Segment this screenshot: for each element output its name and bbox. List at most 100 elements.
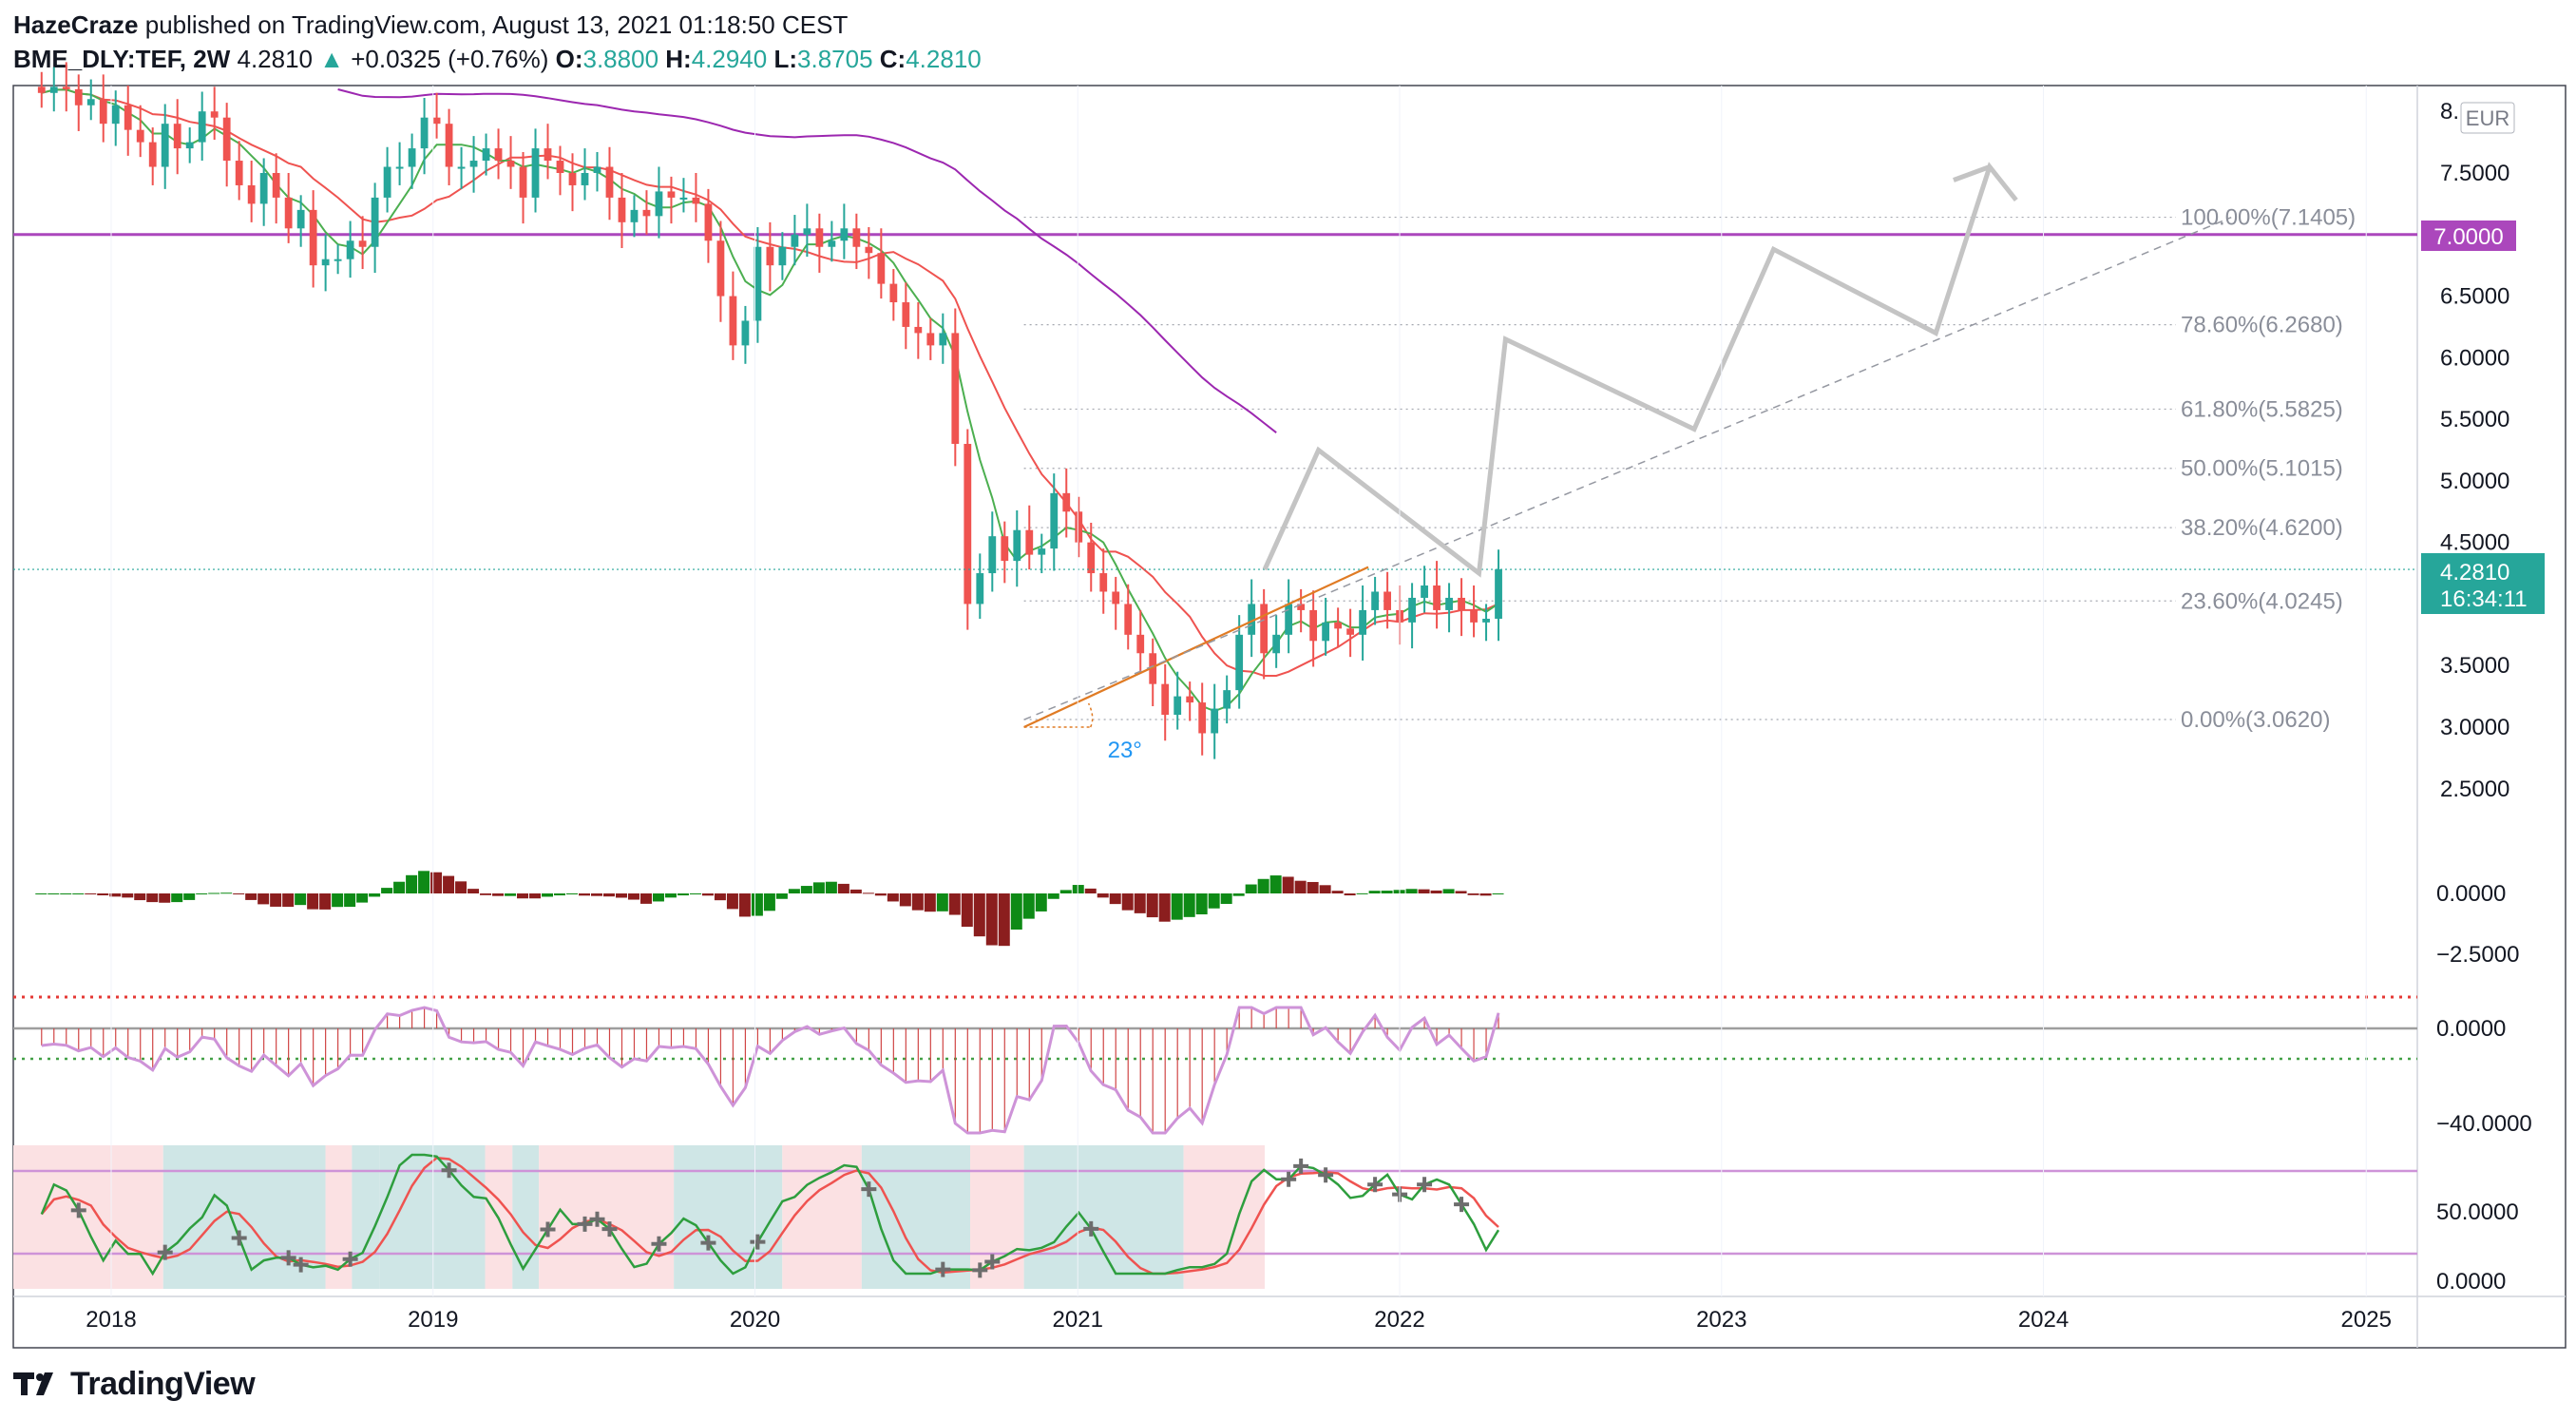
macd-bar — [590, 893, 602, 896]
time-axis[interactable]: 2018 2019 2020 2021 2022 2023 2024 2025 — [86, 86, 2392, 1333]
current-price-badge[interactable]: 4.2810 16:34:11 — [2421, 553, 2545, 614]
macd-bar — [270, 893, 282, 907]
macd-bar — [677, 893, 689, 896]
angle-label: 23° — [1108, 738, 1142, 763]
candle — [259, 158, 268, 226]
macd-bar — [369, 893, 381, 897]
candle — [1161, 663, 1170, 741]
candle — [1346, 608, 1355, 658]
macd-bar — [936, 893, 948, 911]
macd-bar — [122, 893, 134, 898]
time-tick-label: 2018 — [86, 1307, 136, 1333]
macd-bar — [1294, 880, 1307, 893]
projection-path[interactable] — [1262, 162, 2018, 578]
candle — [309, 190, 317, 288]
candle — [1075, 496, 1083, 558]
macd-bar — [48, 893, 60, 894]
stoch-cross-marker — [441, 1162, 457, 1179]
macd-bar — [1307, 881, 1319, 893]
price-axis[interactable]: 8. 7.5000 6.5000 6.0000 5.5000 5.0000 4.5000 3.… — [2440, 99, 2509, 802]
macd-bar — [1047, 893, 1059, 899]
stoch-cross-marker — [984, 1254, 1001, 1270]
stoch-cross-marker — [750, 1234, 766, 1250]
trendline[interactable]: 23° — [1023, 566, 1369, 763]
indicator-tick-label: 0.0000 — [2436, 1016, 2506, 1042]
macd-bar — [381, 888, 393, 893]
osc-line — [41, 1006, 1500, 1135]
stoch-band — [512, 1145, 540, 1289]
candle — [803, 203, 811, 258]
stoch-cross-marker — [342, 1251, 358, 1267]
macd-bar — [455, 881, 467, 893]
fib-level-label: 23.60%(4.0245) — [2181, 588, 2343, 614]
candle — [1211, 683, 1219, 759]
stoch-cross-marker — [280, 1250, 296, 1266]
macd-bar — [738, 893, 751, 917]
candle — [494, 128, 503, 180]
candle — [395, 142, 404, 185]
macd-bar — [652, 893, 664, 902]
macd-bar — [245, 893, 258, 900]
countdown-text: 16:34:11 — [2440, 586, 2528, 612]
macd-bar — [35, 893, 48, 894]
candle — [99, 74, 107, 143]
macd-bar — [1319, 885, 1331, 893]
stoch-cross-marker — [577, 1216, 593, 1232]
macd-bar — [406, 874, 418, 893]
macd-bar — [1097, 893, 1109, 898]
stoch-cross-marker — [700, 1235, 716, 1251]
stoch-cross-marker — [70, 1202, 86, 1219]
macd-bar — [344, 893, 356, 908]
candle — [235, 141, 243, 201]
stoch-cross-marker — [1367, 1177, 1383, 1193]
macd-bar — [418, 871, 430, 893]
candle — [124, 86, 132, 156]
candle — [334, 244, 342, 275]
candle — [902, 282, 910, 350]
macd-bar — [812, 882, 825, 893]
stoch-cross-marker — [231, 1230, 247, 1246]
macd-bar — [220, 892, 233, 894]
macd-bar — [948, 893, 961, 915]
macd-bar — [763, 893, 775, 911]
angle-arc — [1087, 702, 1094, 728]
macd-bar — [961, 893, 973, 928]
symbol-label[interactable]: BME_DLY:TEF, 2W — [13, 45, 231, 73]
candle — [519, 151, 527, 224]
currency-badge[interactable]: EUR — [2460, 102, 2515, 134]
macd-bar — [627, 893, 639, 900]
fib-retracement[interactable]: 100.00%(7.1405)78.60%(6.2680)61.80%(5.58… — [1023, 205, 2357, 733]
candle — [679, 178, 688, 213]
dashed-projection-line[interactable] — [1023, 216, 2232, 720]
macd-bar — [1356, 892, 1368, 894]
candle — [1285, 579, 1293, 654]
macd-bar — [1183, 893, 1195, 917]
stoch-d-line — [40, 1156, 1499, 1276]
macd-bar — [1109, 893, 1121, 905]
up-arrow-icon: ▲ — [319, 45, 344, 73]
candle — [976, 553, 984, 619]
stoch-background — [13, 1145, 1265, 1289]
macd-bar — [985, 893, 998, 946]
currency-label: EUR — [2466, 106, 2509, 130]
macd-bar — [517, 893, 529, 899]
stoch-cross-marker — [1083, 1220, 1099, 1237]
price-tick-label: 6.0000 — [2440, 345, 2509, 371]
macd-bar — [159, 893, 171, 903]
candle — [988, 511, 997, 592]
low-label: L: — [773, 45, 798, 73]
price-tick-label: 3.5000 — [2440, 653, 2509, 679]
candle — [74, 74, 83, 131]
stoch-cross-marker — [1454, 1197, 1470, 1213]
tradingview-logo[interactable]: TradingView — [13, 1365, 256, 1403]
candle — [49, 67, 58, 112]
candle — [778, 232, 787, 280]
candle — [1272, 615, 1281, 668]
macd-bar — [689, 893, 701, 894]
author-name[interactable]: HazeCraze — [13, 10, 139, 39]
level-price-badge[interactable]: 7.0000 — [2421, 221, 2516, 251]
macd-bar — [566, 893, 578, 894]
macd-bar — [1035, 893, 1047, 911]
macd-bar — [1158, 893, 1171, 922]
